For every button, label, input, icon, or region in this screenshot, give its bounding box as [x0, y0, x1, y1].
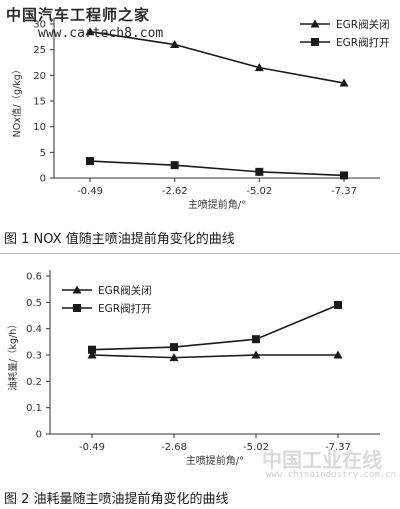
legend-label: EGR阀打开 — [98, 302, 152, 315]
data-point — [339, 78, 349, 87]
y-tick-label: 5 — [40, 148, 46, 159]
x-tick-label: -5.02 — [243, 442, 269, 453]
y-tick-label: 0 — [36, 430, 42, 441]
series-line — [89, 30, 345, 84]
data-point — [251, 350, 261, 359]
figure-1: 0 5 10 15 20 25 30 -0.49 -2.62 -5.02 -7.37 主喷提前角/° N… — [0, 0, 400, 250]
x-tick-label: -0.49 — [77, 186, 103, 197]
watermark-bottom-site-name: 中国工业在线 — [262, 448, 382, 472]
data-point — [88, 345, 96, 354]
y-tick-label: 20 — [33, 71, 46, 82]
legend-label: EGR阀打开 — [336, 36, 390, 49]
y-axis-title: 油耗量/（kg/h） — [7, 319, 19, 390]
data-point — [169, 353, 179, 362]
y-axis-title: NOx值/（g/kg） — [11, 65, 23, 138]
data-point — [255, 167, 264, 176]
data-point — [252, 335, 260, 344]
figure-2: 0 0.1 0.2 0.3 0.4 0.5 0.6 -0.49 -2.68 -5.02 -7.37 主… — [0, 258, 400, 488]
x-tick-label: -2.62 — [162, 186, 188, 197]
x-tick-label: -0.49 — [79, 442, 105, 453]
figure-2-caption: 图 2 油耗量随主喷油提前角变化的曲线 — [4, 492, 229, 507]
y-tick-label: 0.4 — [26, 324, 42, 335]
series-line — [89, 160, 345, 177]
x-axis-title: 主喷提前角/° — [188, 198, 246, 211]
legend-marker — [72, 285, 82, 294]
watermark-url: www.cartech8.com — [38, 26, 164, 41]
y-tick-label: 10 — [33, 122, 46, 133]
series-line — [91, 354, 338, 359]
data-point — [170, 40, 180, 49]
y-tick-label: 25 — [33, 45, 46, 56]
x-tick-label: -7.37 — [331, 186, 357, 197]
y-tick-label: 0.5 — [26, 298, 42, 309]
chart-fuel-consumption: 0 0.1 0.2 0.3 0.4 0.5 0.6 -0.49 -2.68 -5.02 -7.37 主… — [7, 270, 380, 467]
y-tick-label: 30 — [33, 20, 46, 31]
y-tick-label: 15 — [33, 97, 46, 108]
data-point — [333, 350, 343, 359]
data-point — [86, 157, 94, 166]
legend-label: EGR阀关闭 — [98, 284, 152, 297]
data-point — [87, 350, 97, 359]
legend-marker — [311, 38, 319, 46]
data-point — [254, 63, 264, 72]
separator-line — [0, 253, 400, 254]
y-tick-label: 0.3 — [26, 351, 42, 362]
x-tick-label: -7.37 — [325, 442, 351, 453]
y-tick-label: 0 — [40, 174, 46, 185]
watermark-bottom-url: www.chinaindustry.com.cn — [266, 470, 397, 480]
y-tick-label: 0.1 — [26, 403, 42, 414]
series-line — [91, 304, 339, 351]
data-point — [85, 27, 95, 36]
x-tick-label: -5.02 — [246, 186, 272, 197]
y-tick-label: 0.6 — [26, 272, 42, 283]
data-point — [340, 171, 348, 180]
data-point — [170, 161, 179, 170]
legend-label: EGR阀关闭 — [336, 18, 390, 31]
watermark-site-name: 中国汽车工程师之家 — [6, 6, 151, 24]
data-point — [334, 300, 342, 309]
x-axis-title: 主喷提前角/° — [186, 454, 244, 467]
figure-1-caption: 图 1 NOX 值随主喷油提前角变化的曲线 — [4, 232, 235, 247]
data-point — [170, 343, 178, 352]
y-tick-label: 0.2 — [26, 377, 42, 388]
chart-nox: 0 5 10 15 20 25 30 -0.49 -2.62 -5.02 -7.37 主喷提前角/° N… — [11, 18, 390, 211]
x-tick-label: -2.68 — [161, 442, 187, 453]
legend-marker — [73, 304, 81, 312]
legend-marker — [310, 19, 320, 28]
